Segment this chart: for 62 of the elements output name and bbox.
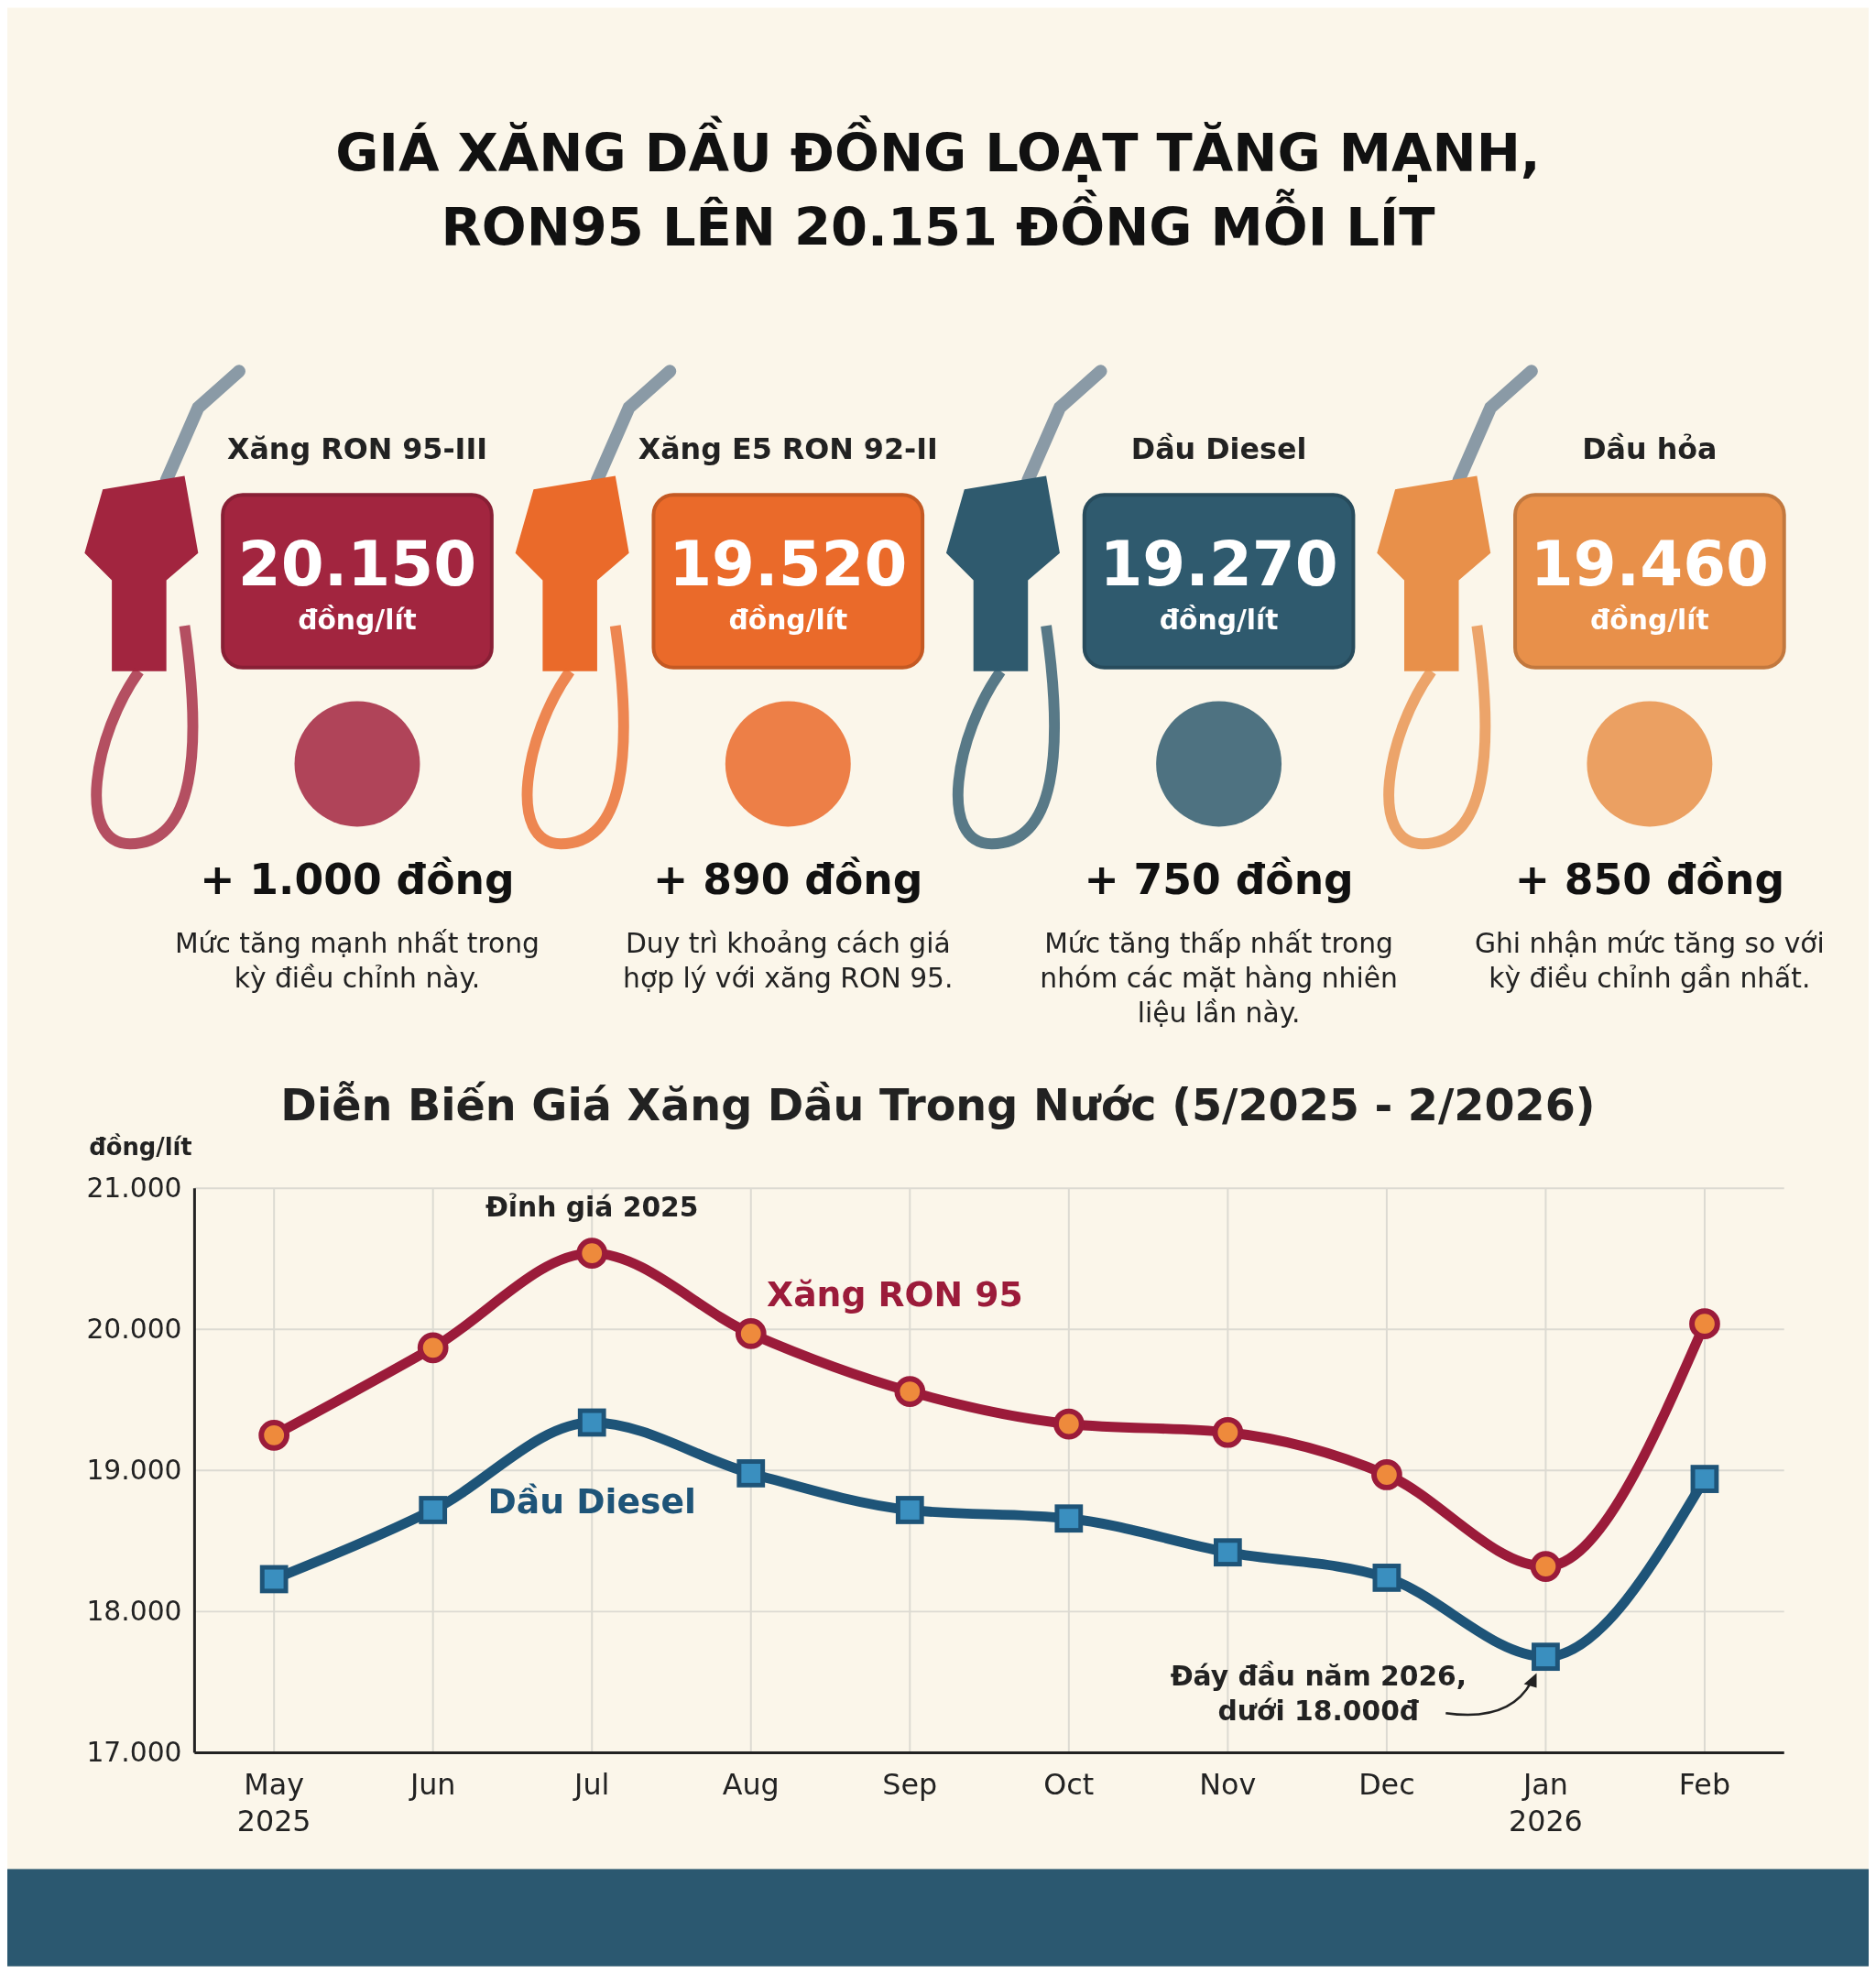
point [1530, 1551, 1562, 1582]
point [1372, 1564, 1402, 1592]
text: Mức tăng mạnh nhất trong kỳ điều chỉnh này. [174, 927, 540, 994]
text: GIÁ XĂNG DẦU ĐỒNG LOẠT TĂNG MẠNH, RON95 LÊN 20.151 ĐỒNG MỖI LÍT [335, 115, 1541, 259]
point [894, 1376, 926, 1407]
point [576, 1238, 608, 1269]
y-tick-label: 21.000 [86, 1172, 182, 1205]
y-axis-title: đồng/lít [89, 1132, 192, 1161]
point [417, 1332, 449, 1364]
x-tick-label: Sep [882, 1768, 938, 1802]
y-tick-label: 20.000 [86, 1313, 182, 1346]
point [1053, 1408, 1085, 1440]
point [1371, 1459, 1402, 1490]
text: Ghi nhận mức tăng so với kỳ điều chỉnh gần nhất. [1474, 927, 1825, 994]
series-label: Xăng RON 95 [767, 1274, 1023, 1315]
point [1212, 1416, 1244, 1448]
series-label: Dầu Diesel [487, 1481, 696, 1522]
point [1054, 1504, 1084, 1533]
x-tick-label: Jul [573, 1768, 610, 1802]
point [1689, 1308, 1720, 1340]
category-label: Dầu hỏa [1582, 431, 1718, 465]
text: Duy trì khoảng cách giá hợp lý với xăng RON 95. [623, 927, 954, 994]
text: đồng/lít [728, 604, 848, 637]
category-label: Dầu Diesel [1130, 431, 1307, 465]
x-tick-label: Jun [408, 1768, 456, 1802]
point [259, 1565, 289, 1594]
point [735, 1318, 767, 1349]
x-tick-label: May 2025 [236, 1768, 311, 1838]
text: đồng/lít [298, 604, 417, 637]
point [1690, 1465, 1719, 1493]
x-tick-label: Nov [1199, 1768, 1257, 1802]
text: 19.520 [669, 528, 908, 601]
point [419, 1496, 448, 1524]
point [1532, 1642, 1560, 1672]
text: + 750 đồng [1084, 855, 1354, 904]
point [258, 1419, 290, 1451]
point [736, 1459, 766, 1488]
x-tick-label: Dec [1358, 1768, 1415, 1802]
text: 20.150 [237, 528, 477, 601]
point [895, 1496, 924, 1524]
annotation: Đỉnh giá 2025 [485, 1191, 699, 1224]
text: đồng/lít [1159, 604, 1279, 637]
annotation: Đáy đầu năm 2026, dưới 18.000đ [1170, 1660, 1467, 1728]
text: 19.460 [1530, 528, 1770, 601]
text: + 1.000 đồng [200, 855, 515, 904]
category-label: Xăng E5 RON 92-II [638, 431, 938, 465]
chart-title: Diễn Biến Giá Xăng Dầu Trong Nước (5/2025 - 2/2026) [280, 1079, 1596, 1130]
x-tick-label: Aug [722, 1768, 780, 1802]
y-tick-label: 19.000 [86, 1454, 182, 1487]
y-tick-label: 17.000 [86, 1736, 182, 1769]
text: 19.270 [1099, 528, 1338, 601]
y-tick-label: 18.000 [86, 1595, 182, 1628]
point [577, 1408, 606, 1437]
point [1213, 1538, 1242, 1567]
text: đồng/lít [1590, 604, 1709, 637]
x-tick-label: Feb [1678, 1768, 1731, 1802]
category-label: Xăng RON 95-III [226, 431, 488, 465]
text: + 850 đồng [1514, 855, 1785, 904]
text: + 890 đồng [653, 855, 923, 904]
x-tick-label: Oct [1043, 1768, 1095, 1802]
text: Mức tăng thấp nhất trong nhóm các mặt hàng nhiên liệu lần này. [1040, 927, 1398, 1029]
x-tick-label: Jan 2026 [1509, 1768, 1583, 1838]
